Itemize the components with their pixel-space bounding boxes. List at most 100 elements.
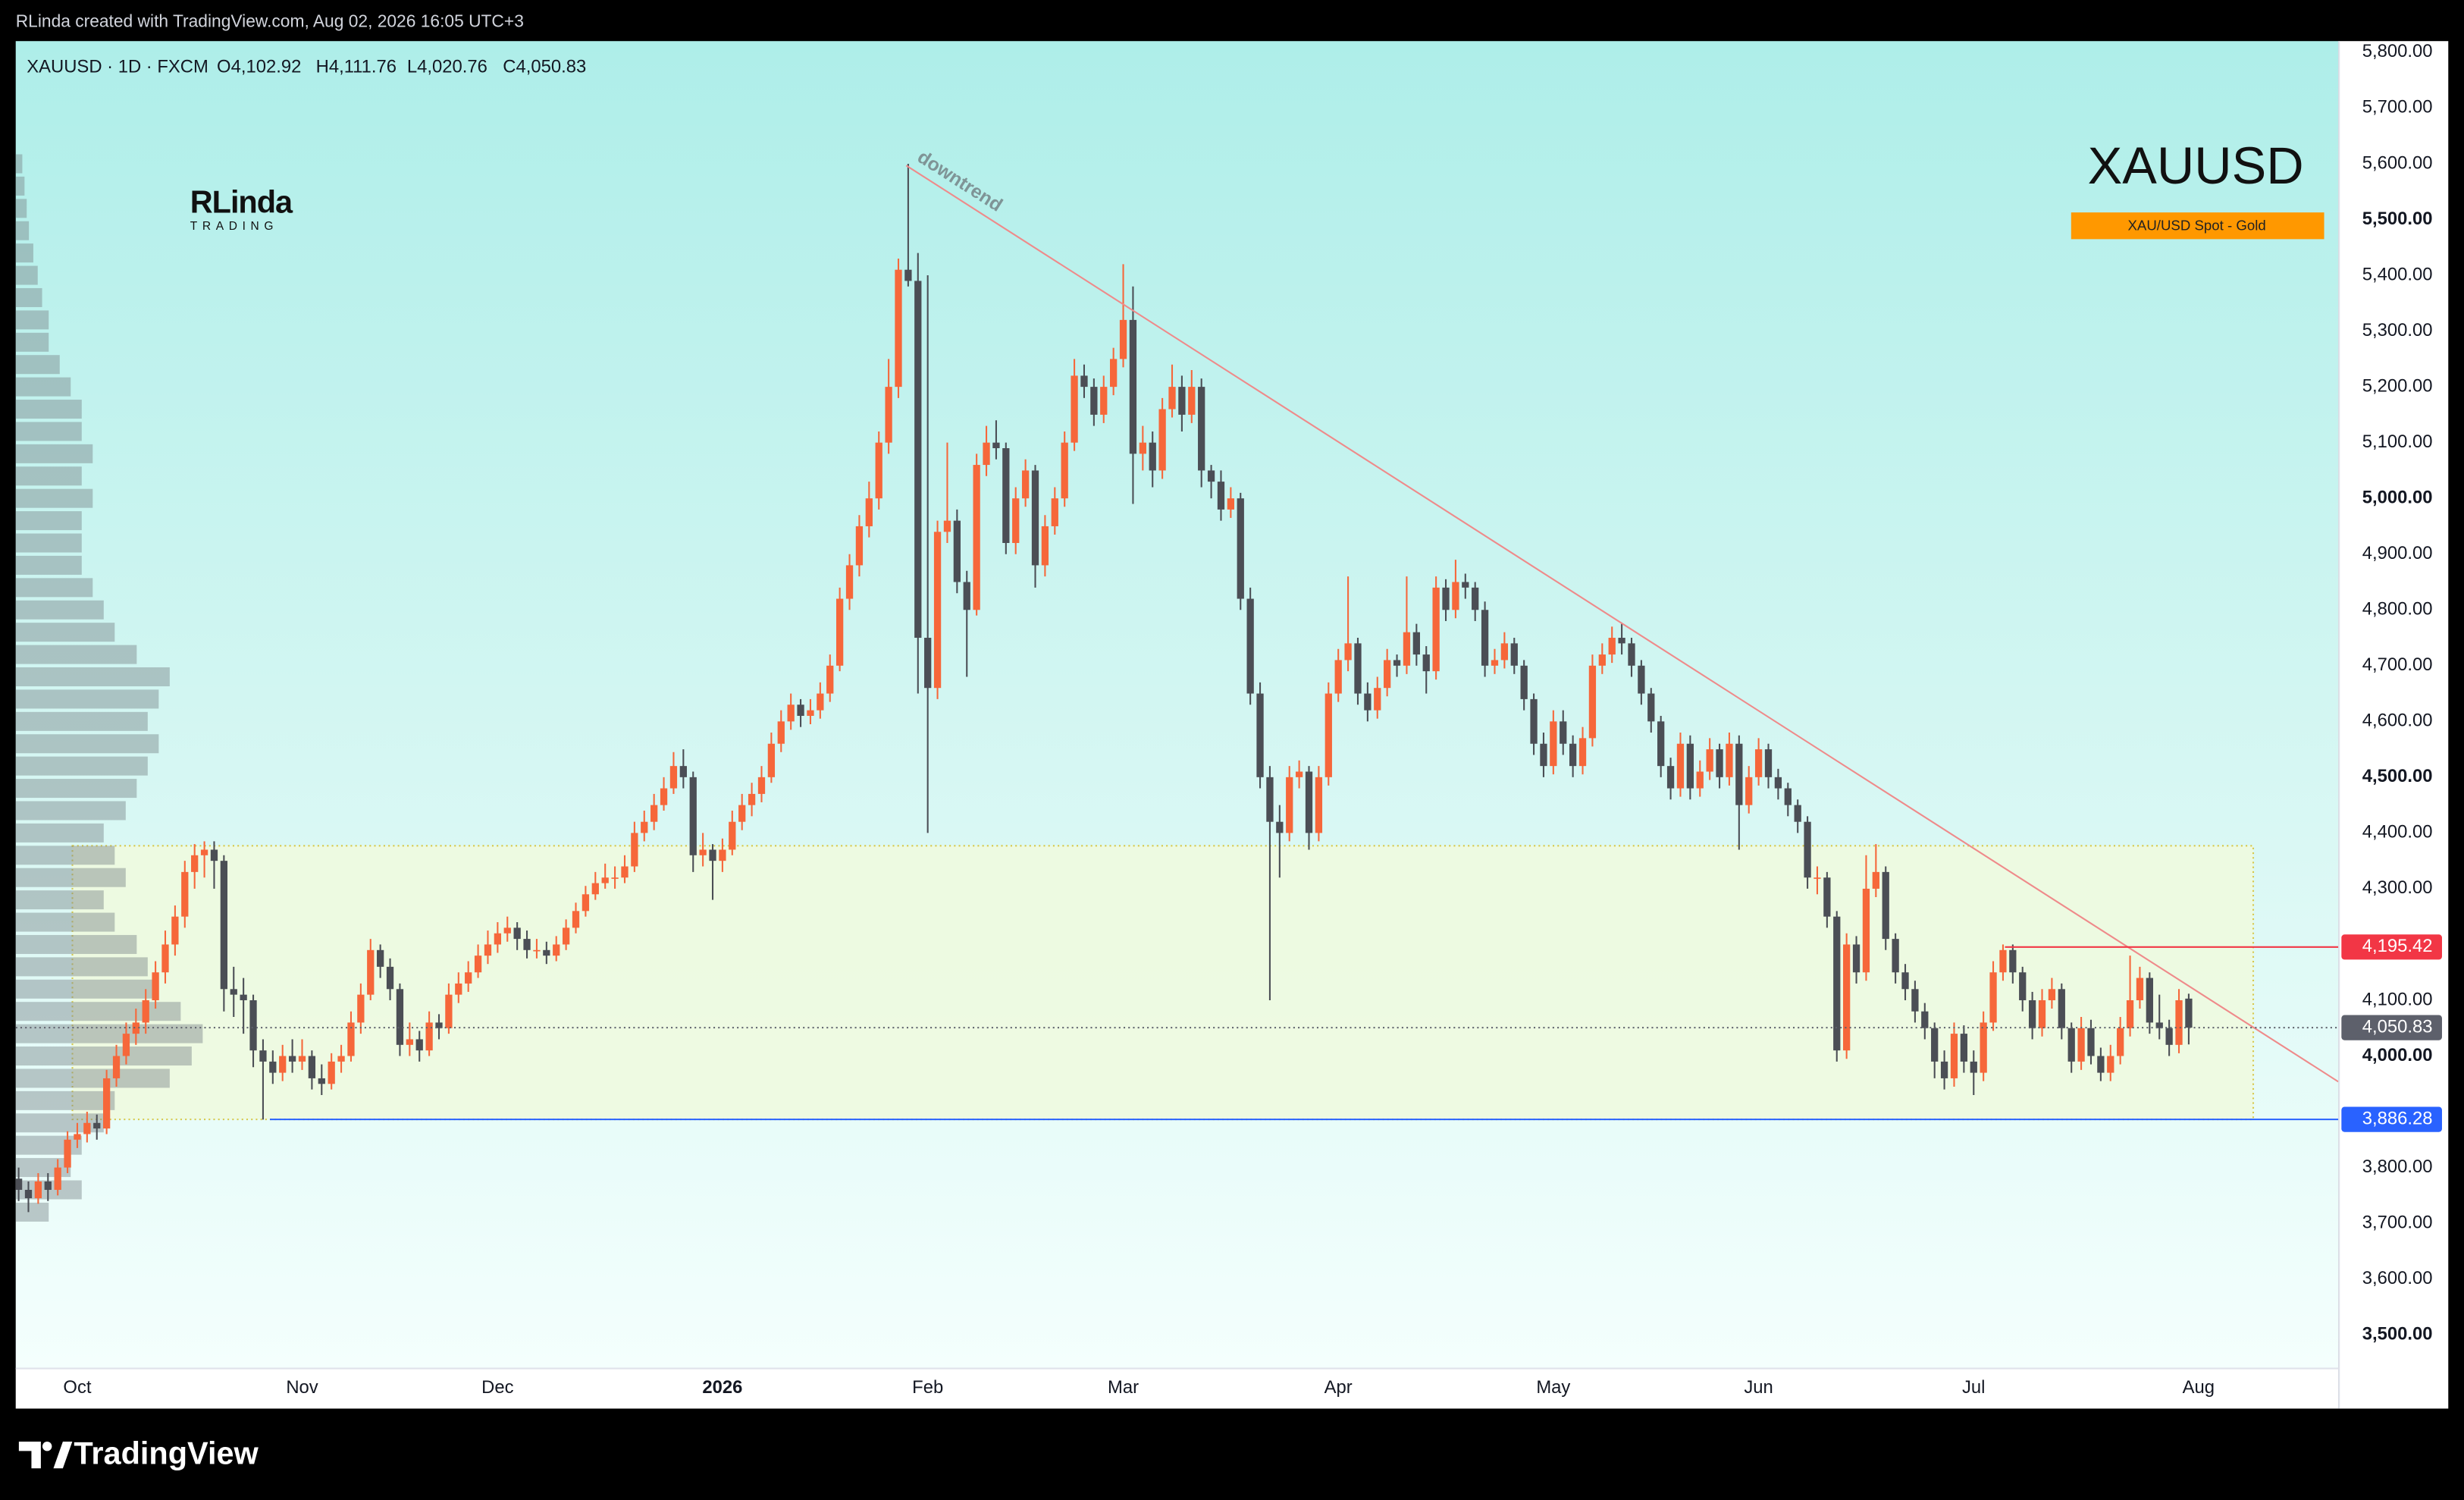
candle-body: [895, 269, 902, 388]
candle-body: [1676, 743, 1685, 789]
candle-body: [1012, 498, 1020, 544]
candle-body: [2077, 1028, 2085, 1062]
candle-body: [1745, 777, 1753, 805]
x-tick-label: Feb: [912, 1377, 943, 1398]
candle-body: [513, 927, 521, 940]
candle-body: [933, 532, 942, 689]
candle-body: [1628, 643, 1635, 666]
candle-body: [1110, 359, 1118, 388]
volume-profile-bar: [15, 1002, 181, 1021]
candle-body: [1061, 442, 1068, 499]
candle-body: [1041, 526, 1049, 566]
candle-body: [641, 821, 648, 833]
y-tick-label: 4,000.00: [2362, 1045, 2433, 1065]
candle-body: [1980, 1022, 1987, 1073]
candle-body: [269, 1061, 277, 1073]
candle-body: [1510, 643, 1518, 666]
candle-body: [1784, 788, 1792, 805]
candle-body: [699, 849, 707, 855]
candle-body: [2175, 999, 2183, 1045]
candle-body: [1872, 871, 1879, 889]
y-tick-label: 5,600.00: [2362, 152, 2433, 173]
candle-body: [1149, 442, 1156, 471]
candle-body: [973, 465, 980, 610]
candle-body: [1560, 721, 1567, 744]
candle-body: [2048, 989, 2056, 1000]
candle-body: [777, 721, 785, 744]
candle-body: [885, 387, 892, 443]
candle-body: [1031, 470, 1039, 566]
candle-body: [1168, 387, 1176, 410]
candle-body: [1588, 665, 1597, 739]
candle-body: [34, 1181, 42, 1199]
price-badge-label: 3,886.28: [2362, 1108, 2433, 1128]
volume-profile-bar: [15, 578, 93, 598]
candle-body: [1940, 1061, 1948, 1078]
candle-body: [1002, 448, 1010, 544]
volume-profile-bar: [15, 1047, 192, 1066]
candle-body: [2136, 978, 2144, 1000]
candle-body: [44, 1181, 52, 1191]
symbol-title: XAUUSD: [2088, 137, 2304, 195]
candle-body: [807, 710, 814, 716]
candle-body: [1412, 632, 1420, 655]
volume-profile-bar: [15, 243, 33, 263]
candle-body: [1324, 693, 1332, 777]
volume-profile-bar: [15, 667, 170, 686]
candle-body: [279, 1056, 287, 1073]
candle-body: [249, 999, 257, 1051]
volume-profile-bar: [15, 199, 27, 218]
candle-body: [1139, 442, 1146, 454]
candle-body: [15, 1178, 23, 1191]
candle-body: [543, 949, 550, 956]
candle-body: [1696, 771, 1704, 789]
y-tick-label: 3,500.00: [2362, 1323, 2433, 1344]
candle-body: [865, 498, 873, 526]
candle-body: [425, 1022, 433, 1051]
volume-profile-bar: [15, 801, 126, 821]
candle-body: [1178, 387, 1186, 415]
candle-body: [650, 805, 658, 822]
plot-background: [15, 41, 2339, 1368]
candle-body: [1999, 949, 2007, 973]
candle-body: [1921, 1011, 1929, 1028]
candle-body: [1158, 409, 1166, 471]
y-tick-label: 5,100.00: [2362, 431, 2433, 452]
volume-profile-bar: [15, 711, 148, 731]
candle-body: [689, 777, 697, 855]
volume-profile-bar: [15, 1069, 170, 1088]
candle-body: [1305, 771, 1313, 833]
volume-profile-bar: [15, 511, 82, 531]
volume-profile-bar: [15, 689, 159, 709]
x-tick-label: Jun: [1744, 1377, 1773, 1398]
volume-profile-bar: [15, 979, 159, 999]
y-tick-label: 4,100.00: [2362, 989, 2433, 1009]
candle-body: [2019, 972, 2027, 1000]
candle-body: [1843, 944, 1851, 1051]
candle-body: [1432, 587, 1440, 672]
volume-profile-bar: [15, 600, 104, 620]
footer-logo: TradingView: [18, 1436, 259, 1471]
candle-body: [1422, 654, 1430, 672]
y-tick-label: 5,000.00: [2362, 487, 2433, 507]
trendline: [905, 165, 2339, 1083]
volume-profile-bar: [15, 310, 49, 330]
symbol-badge: [2071, 212, 2324, 240]
candle-body: [1090, 387, 1098, 415]
candle-body: [591, 883, 599, 895]
y-tick-label: 4,800.00: [2362, 599, 2433, 620]
candle-body: [553, 944, 560, 956]
volume-profile-bar: [15, 934, 137, 954]
candle-body: [200, 849, 208, 855]
x-tick-label: Dec: [481, 1377, 513, 1398]
candle-body: [415, 1039, 423, 1051]
candle-body: [787, 704, 795, 722]
y-tick-label: 5,400.00: [2362, 264, 2433, 284]
candle-body: [1266, 777, 1274, 822]
candle-body: [1530, 698, 1538, 744]
volume-profile-bar: [15, 265, 38, 285]
y-tick-label: 4,700.00: [2362, 654, 2433, 675]
candle-body: [1207, 470, 1215, 482]
x-tick-label: Nov: [286, 1377, 318, 1398]
